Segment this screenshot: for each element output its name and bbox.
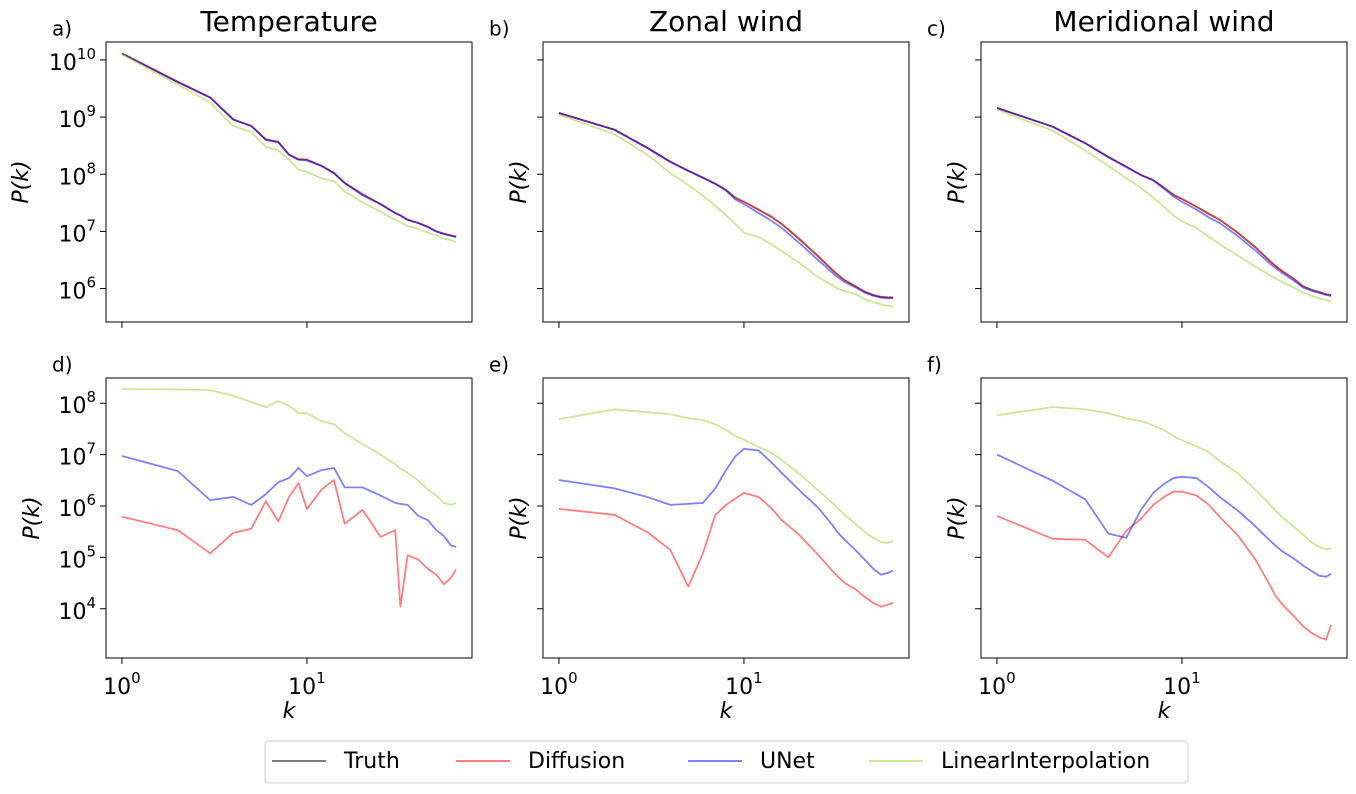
x-tick-label-exponent: 0 [1006,669,1016,687]
y-tick-label: 107 [58,216,96,248]
y-tick-label: 108 [58,388,96,420]
y-tick-label-exponent: 7 [86,216,96,234]
subplot-title: Meridional wind [1053,5,1274,38]
y-tick-label: 104 [58,593,96,625]
x-tick-label: 101 [725,669,763,701]
panel-label: c) [927,17,946,41]
y-tick-label-exponent: 8 [86,159,96,177]
y-tick-label-base: 10 [58,165,86,190]
axes-frame [542,377,910,659]
x-tick-label-base: 10 [103,675,131,700]
x-tick-label-base: 10 [540,675,568,700]
y-tick-label-base: 10 [58,108,86,133]
subplot-title: Zonal wind [649,5,803,38]
series-line [996,453,1332,578]
x-tick-label: 100 [103,669,141,701]
x-tick-label-exponent: 0 [131,669,141,687]
x-tick-label-exponent: 1 [316,669,326,687]
y-tick-label-base: 10 [58,548,86,573]
series-line [121,455,457,548]
y-tick-label: 107 [58,439,96,471]
axes-frame [980,377,1348,659]
y-tick-label-exponent: 4 [86,593,96,611]
series-line [996,107,1332,296]
x-tick-label-base: 10 [1163,675,1191,700]
y-tick-label-base: 10 [58,222,86,247]
x-tick-label: 101 [1163,669,1201,701]
y-tick-label-base: 10 [58,497,86,522]
y-tick-label-base: 10 [58,280,86,305]
series-line [558,112,894,300]
axes-frame [105,377,473,659]
subplot-title: Temperature [199,5,377,38]
x-axis-label: k [720,699,734,724]
y-axis-label: P(k) [20,496,45,539]
series-line [996,490,1332,641]
y-tick-label-base: 10 [58,394,86,419]
x-tick-label: 100 [978,669,1016,701]
y-tick-label: 108 [58,159,96,191]
y-tick-label-base: 10 [58,600,86,625]
y-tick-label: 106 [58,490,96,522]
y-tick-label-base: 10 [49,51,77,76]
series-line [558,408,894,544]
panel-label: a) [52,17,72,41]
y-axis-label: P(k) [9,160,34,203]
panel-label: b) [489,17,510,41]
legend: Truth Diffusion UNet LinearInterpolation [264,740,1189,784]
y-tick-label-exponent: 6 [86,490,96,508]
series-line [121,479,457,608]
axes-frame [105,41,473,323]
legend-label: UNet [760,749,815,774]
y-axis-label: P(k) [945,496,970,539]
y-tick-label-exponent: 8 [86,388,96,406]
legend-label: Truth [343,749,400,774]
series-line [121,53,457,243]
x-tick-label-exponent: 1 [1191,669,1201,687]
y-tick-label: 105 [58,542,96,574]
x-axis-label: k [1158,699,1172,724]
series-line [558,112,894,299]
series-line [558,491,894,608]
axes-frame [542,41,910,323]
series-line [996,107,1332,297]
y-tick-label-exponent: 10 [77,44,96,62]
x-axis-label: k [283,699,297,724]
series-line [996,108,1332,303]
y-tick-label: 1010 [49,44,96,75]
y-tick-label: 106 [58,273,96,305]
x-tick-label-base: 10 [978,675,1006,700]
y-axis-label: P(k) [507,160,532,203]
x-tick-label-base: 10 [725,675,753,700]
x-tick-label: 101 [288,669,326,701]
legend-label: Diffusion [528,749,625,774]
x-tick-label-exponent: 0 [568,669,578,687]
y-axis-label: P(k) [507,496,532,539]
y-axis-label: P(k) [945,160,970,203]
y-tick-label-exponent: 6 [86,273,96,291]
x-tick-label-exponent: 1 [753,669,763,687]
panel-label: e) [489,353,509,377]
series-line [996,107,1332,297]
series-line [121,388,457,506]
x-tick-label-base: 10 [288,675,316,700]
y-tick-label-exponent: 9 [86,102,96,120]
y-tick-label-base: 10 [58,446,86,471]
axes-frame [980,41,1348,323]
legend-label: LinearInterpolation [941,749,1150,774]
series-line [558,447,894,576]
series-line [558,113,894,308]
series-line [558,112,894,299]
y-tick-label-exponent: 5 [86,542,96,560]
y-tick-label: 109 [58,102,96,134]
series-line [996,406,1332,550]
panel-label: f) [927,353,942,377]
x-tick-label: 100 [540,669,578,701]
panel-label: d) [52,353,73,377]
y-tick-label-exponent: 7 [86,439,96,457]
series-line [121,52,457,238]
